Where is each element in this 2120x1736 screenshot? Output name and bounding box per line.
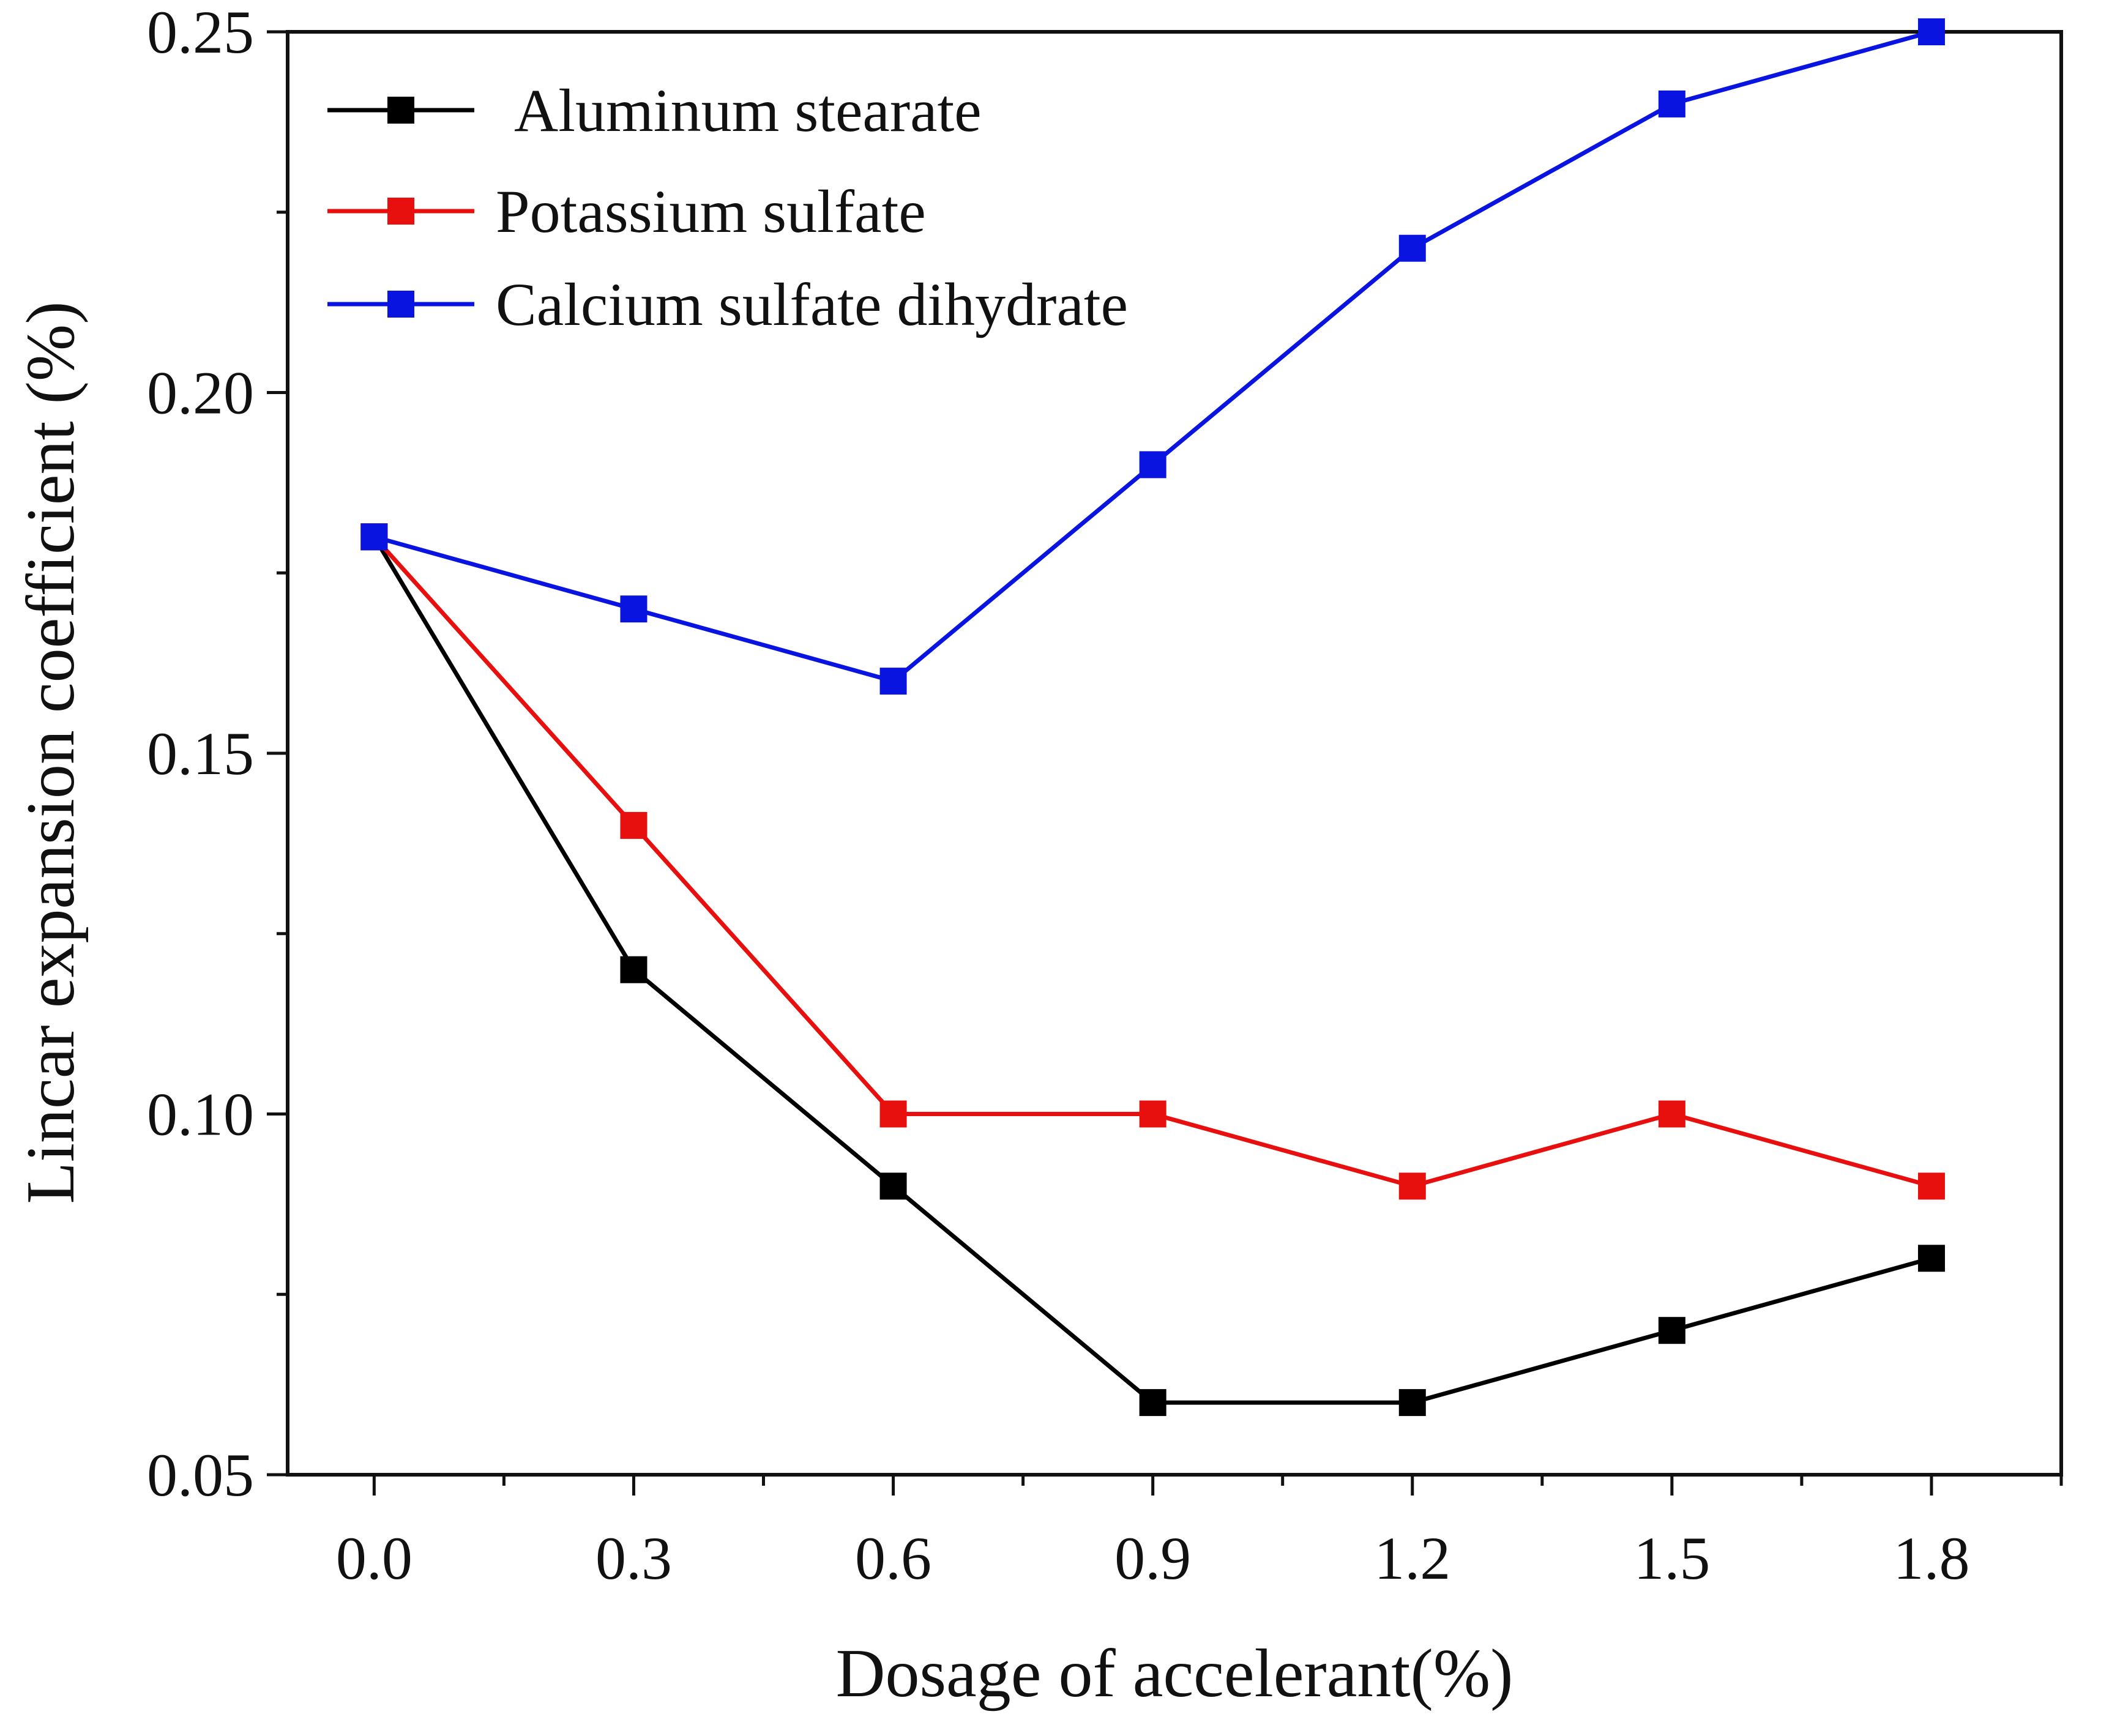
y-tick-label: 0.25: [147, 0, 254, 66]
legend-marker-1: [387, 198, 414, 225]
data-point-series-1: [1139, 1100, 1166, 1128]
x-axis-ticks: 0.0 0.3 0.6 0.9 1.2 1.5 1.8: [336, 1475, 2063, 1592]
y-axis-ticks: 0.05 0.10 0.15 0.20 0.25: [147, 0, 288, 1509]
y-tick-label: 0.20: [147, 359, 254, 427]
legend-label-1: Potassium sulfate: [496, 177, 926, 245]
data-point-series-2: [879, 668, 907, 695]
data-point-series-2: [1917, 18, 1945, 45]
data-point-series-1: [1398, 1172, 1426, 1200]
data-point-series-1: [1658, 1100, 1685, 1128]
x-tick-label: 1.5: [1633, 1524, 1710, 1592]
legend-marker-0: [387, 97, 414, 124]
data-point-series-2: [1139, 451, 1166, 479]
data-point-series-0: [1139, 1389, 1166, 1417]
y-tick-label: 0.15: [147, 720, 254, 788]
data-point-series-0: [1917, 1245, 1945, 1272]
legend-label-0: Aluminum stearate: [514, 76, 982, 144]
data-point-series-0: [1658, 1317, 1685, 1344]
x-axis-title: Dosage of accelerant(%): [836, 1636, 1513, 1712]
x-tick-label: 1.8: [1893, 1524, 1969, 1592]
x-tick-label: 0.9: [1114, 1524, 1191, 1592]
legend-marker-2: [387, 291, 414, 318]
y-tick-label: 0.10: [147, 1081, 254, 1149]
series-line-0: [371, 534, 1934, 1405]
data-point-series-0: [1398, 1389, 1426, 1417]
data-point-series-0: [620, 956, 648, 983]
legend: Aluminum stearate Potassium sulfate Calciu…: [327, 76, 1128, 338]
y-tick-label: 0.05: [147, 1441, 254, 1509]
series-layer: [360, 18, 1945, 1417]
plot-frame: [286, 30, 2063, 1477]
x-tick-label: 0.0: [336, 1524, 412, 1592]
data-point-series-1: [879, 1100, 907, 1128]
data-point-series-2: [360, 523, 388, 551]
x-tick-label: 0.3: [595, 1524, 672, 1592]
series-line-1: [371, 534, 1934, 1188]
data-point-series-0: [879, 1172, 907, 1200]
data-point-series-2: [620, 595, 648, 623]
data-point-series-2: [1658, 90, 1685, 117]
data-point-series-1: [620, 811, 648, 839]
data-point-series-2: [1398, 234, 1426, 262]
legend-label-2: Calcium sulfate dihydrate: [496, 270, 1128, 338]
x-tick-label: 1.2: [1374, 1524, 1450, 1592]
y-axis-title: Lincar expansion coefficient (%): [13, 301, 89, 1204]
data-point-series-1: [1917, 1172, 1945, 1200]
x-tick-label: 0.6: [855, 1524, 931, 1592]
